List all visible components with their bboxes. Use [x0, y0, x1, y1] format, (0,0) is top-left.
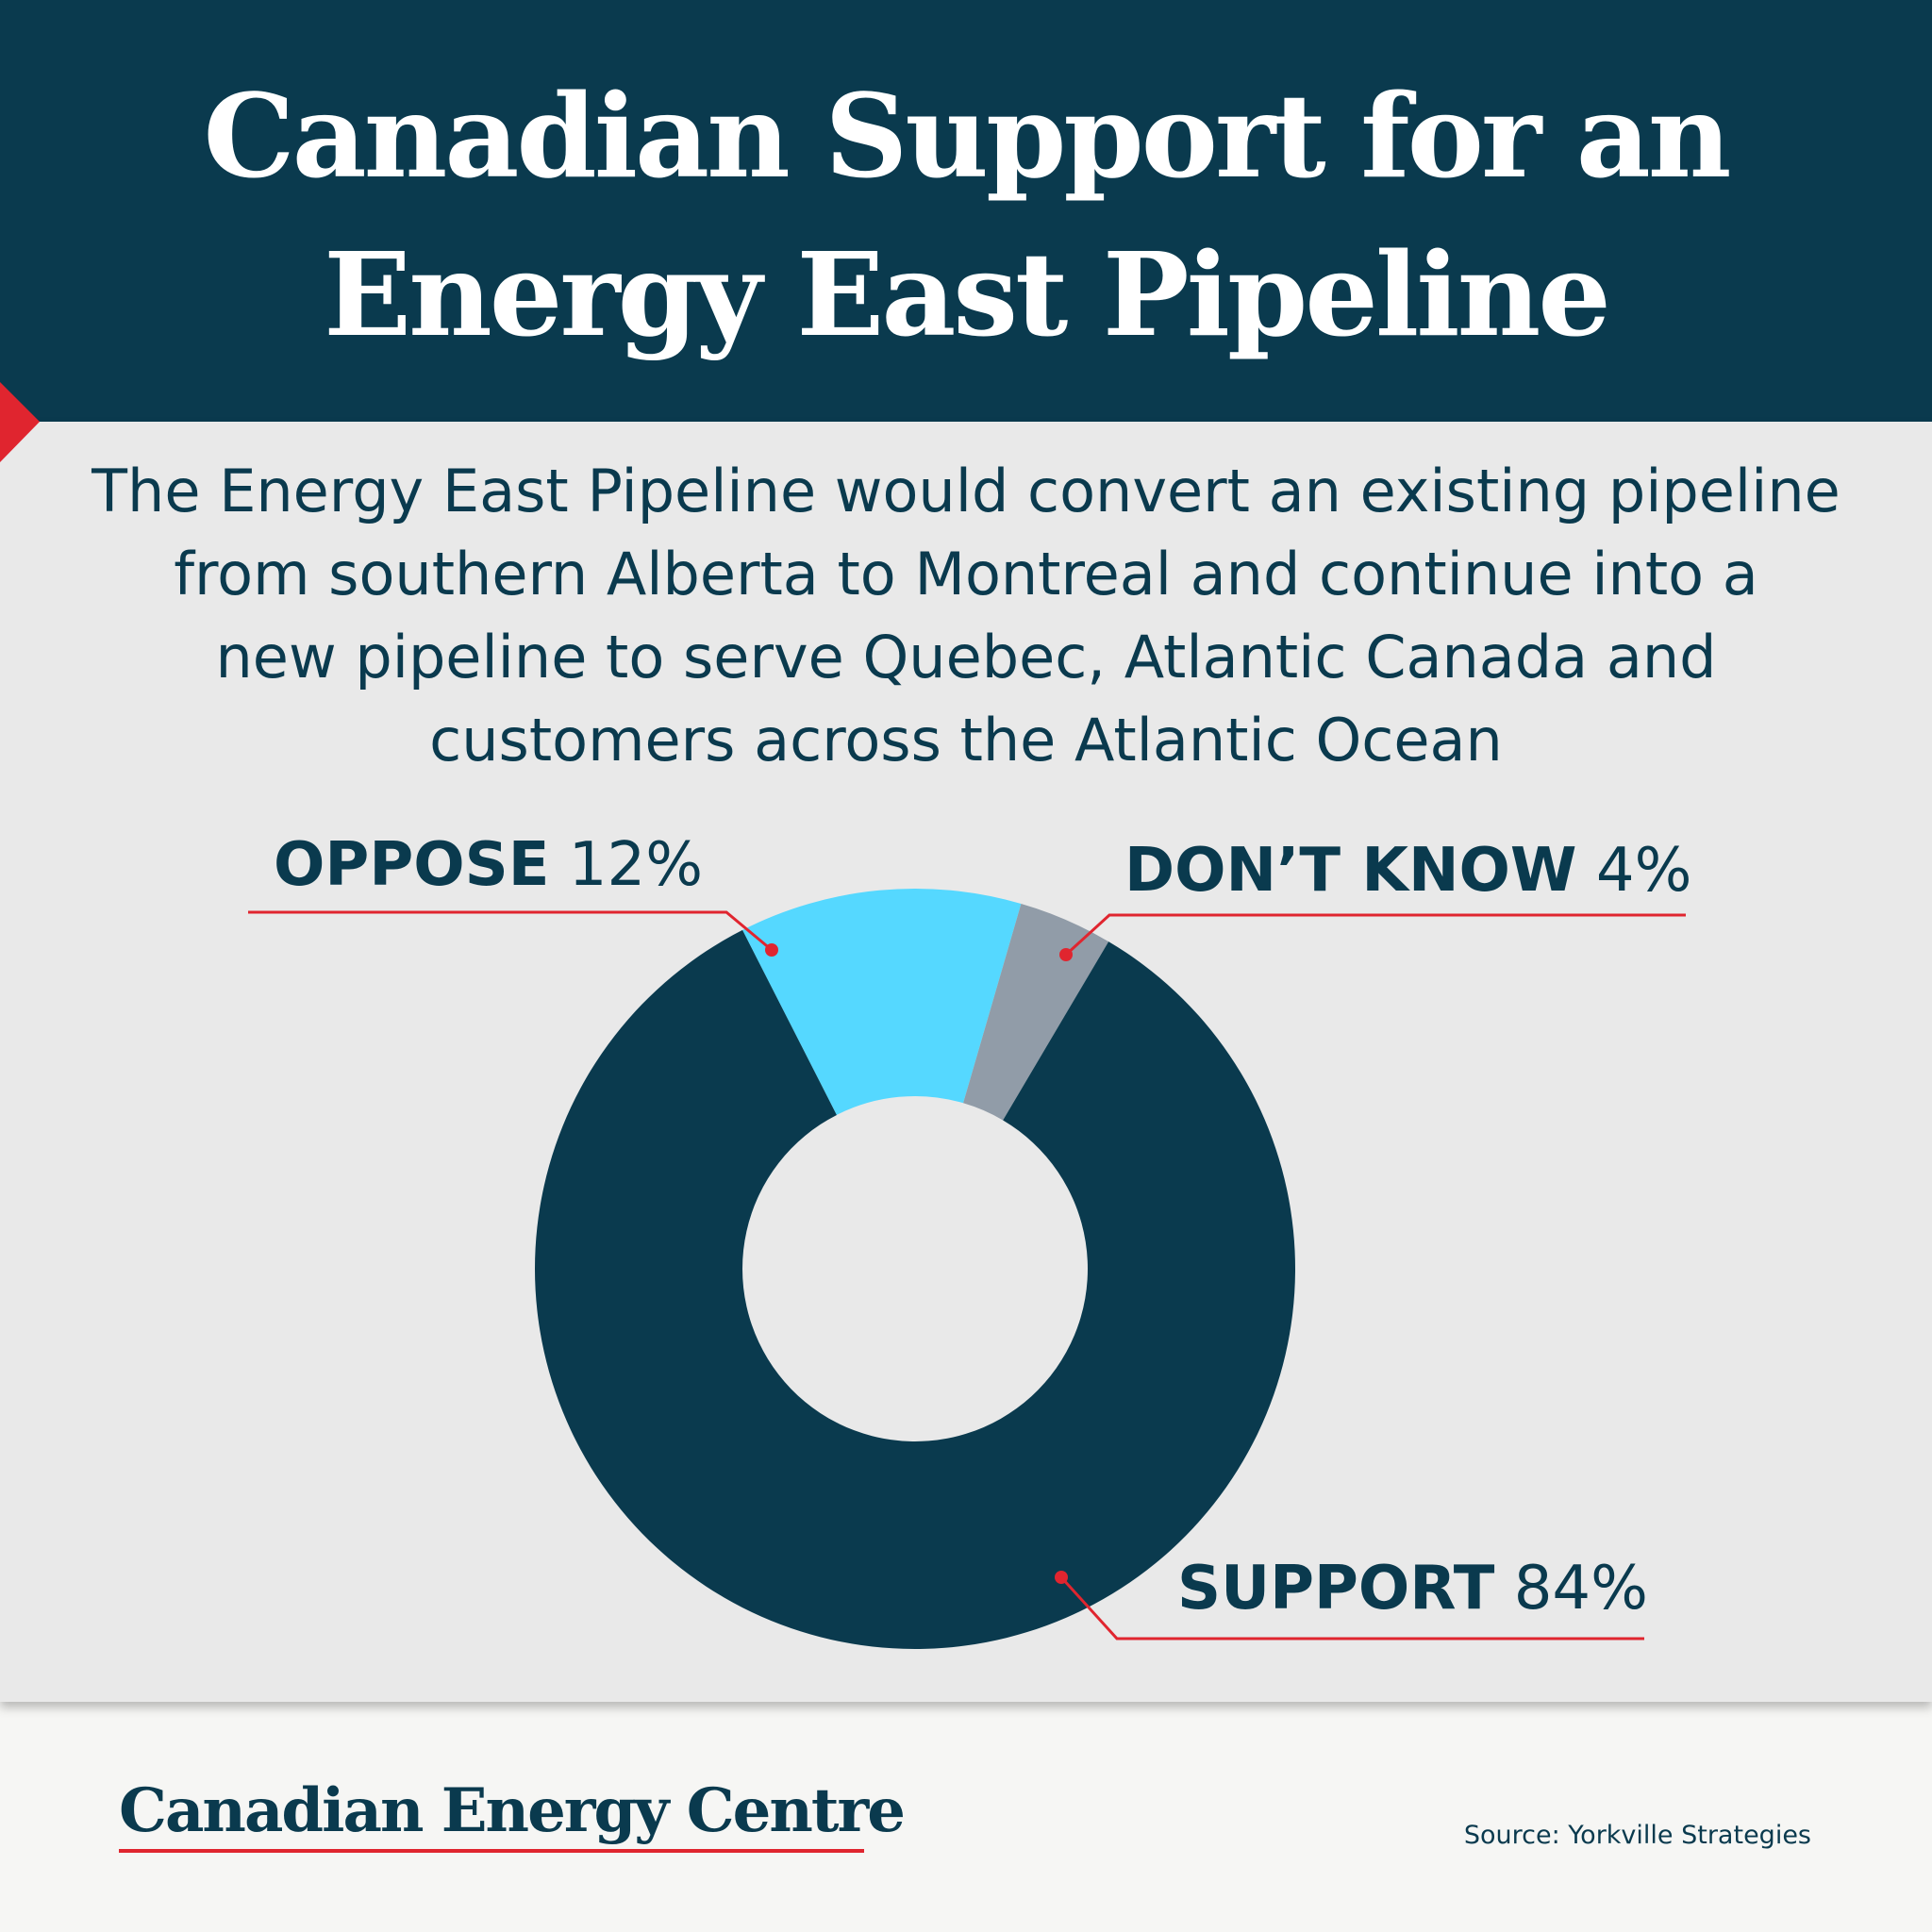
- brand-underline: [119, 1849, 864, 1853]
- leader-line-support-dot: [1055, 1571, 1068, 1584]
- label-oppose: OPPOSE 12%: [274, 830, 703, 900]
- description-line-3: new pipeline to serve Quebec, Atlantic C…: [215, 623, 1717, 691]
- label-dont-know-category: DON’T KNOW: [1124, 836, 1577, 906]
- brand-logo: Canadian Energy Centre: [119, 1775, 906, 1846]
- leader-line-oppose: [248, 910, 773, 952]
- description: The Energy East Pipeline would convert a…: [75, 450, 1857, 782]
- page-title: Canadian Support for an Energy East Pipe…: [0, 57, 1932, 374]
- description-line-2: from southern Alberta to Montreal and co…: [174, 540, 1758, 608]
- label-dont-know-value: 4%: [1595, 836, 1692, 906]
- leader-line-dont-know: [1064, 913, 1686, 957]
- donut-slice-dont-know: [963, 904, 1109, 1121]
- source-note: Source: Yorkville Strategies: [1463, 1821, 1811, 1850]
- label-support-category: SUPPORT: [1177, 1554, 1495, 1624]
- red-accent-notch: [0, 382, 40, 462]
- description-line-1: The Energy East Pipeline would convert a…: [92, 457, 1840, 525]
- donut-slice-support: [534, 929, 1295, 1649]
- header-banner: [0, 0, 1932, 422]
- label-oppose-category: OPPOSE: [274, 830, 550, 900]
- label-support: SUPPORT 84%: [1177, 1554, 1648, 1624]
- description-line-4: customers across the Atlantic Ocean: [429, 706, 1503, 774]
- leader-line-support: [1059, 1575, 1644, 1641]
- title-line-1: Canadian Support for an: [203, 68, 1731, 204]
- donut-slice-oppose: [742, 889, 1022, 1115]
- label-support-value: 84%: [1513, 1554, 1648, 1624]
- leader-line-dont-know-dot: [1059, 948, 1073, 961]
- leader-line-oppose-dot: [765, 943, 778, 957]
- label-oppose-value: 12%: [568, 830, 704, 900]
- title-line-2: Energy East Pipeline: [324, 226, 1611, 362]
- label-dont-know: DON’T KNOW 4%: [1124, 836, 1691, 906]
